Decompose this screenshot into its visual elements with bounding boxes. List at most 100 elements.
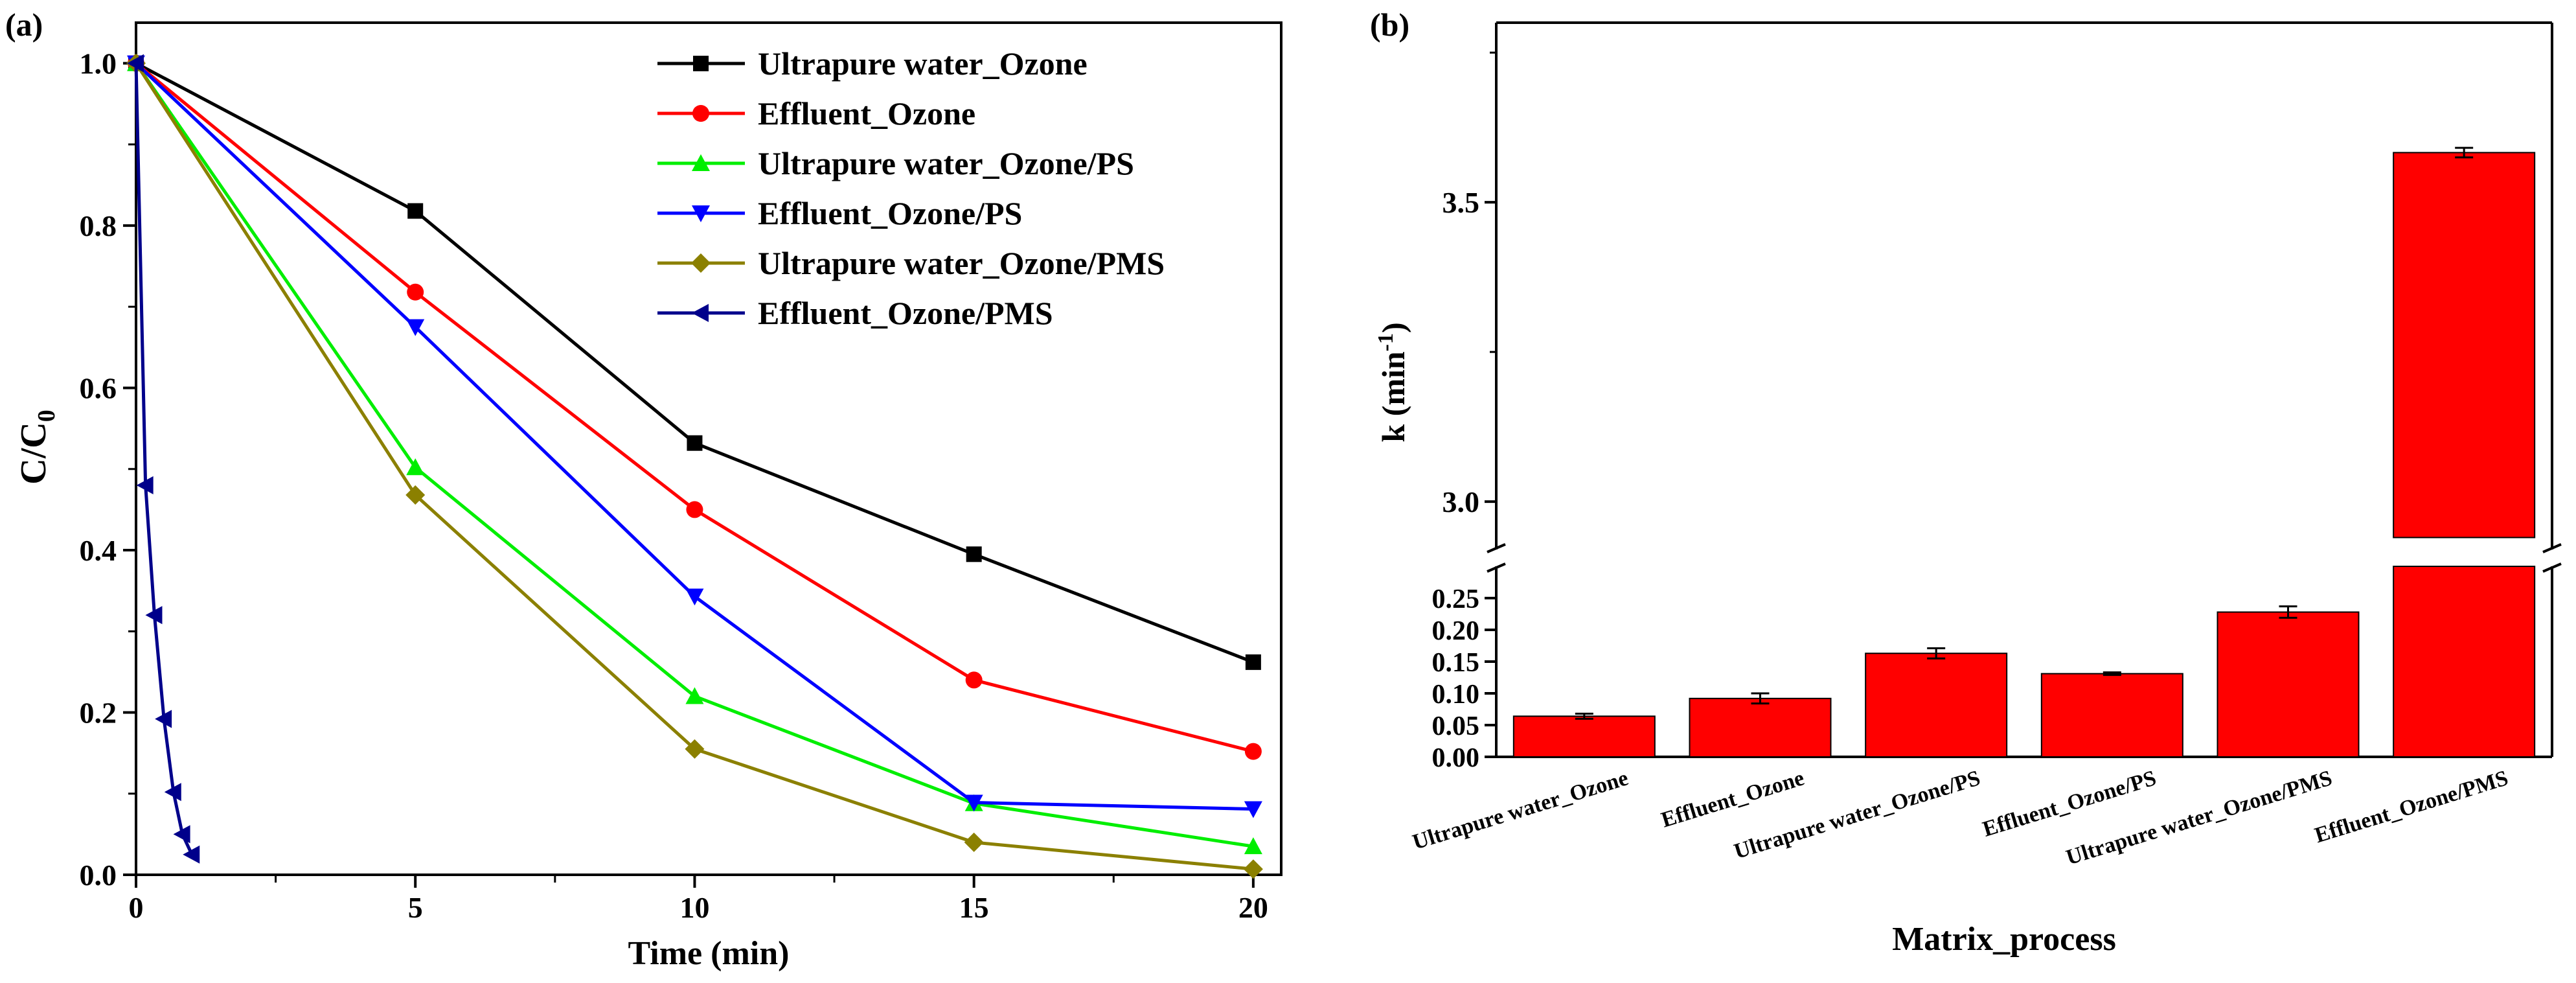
panel-b-category-label: Effluent_Ozone/PMS <box>2312 766 2511 848</box>
panel-a-legend-marker <box>692 304 709 322</box>
panel-b-y-tick-label: 0.25 <box>1432 584 1480 614</box>
panel-b-bar-group <box>1512 712 1656 758</box>
panel-a-data-point <box>1244 743 1262 760</box>
panel-a-y-tick-label: 0.0 <box>80 859 117 892</box>
panel-b-y-tick-label: 0.15 <box>1432 648 1480 678</box>
panel-a-data-point <box>964 832 984 852</box>
panel-b-category-label: Effluent_Ozone <box>1658 766 1807 832</box>
panel-a-series-line <box>134 63 194 855</box>
panel-b-category-label: Ultrapure water_Ozone <box>1410 766 1632 855</box>
panel-b-bar-group <box>1865 647 2008 758</box>
panel-a-legend-marker <box>692 154 710 171</box>
panel-a-data-point <box>145 606 163 625</box>
panel-b-y-axis-label: k (min-1) <box>1374 322 1411 442</box>
panel-a-legend-entry: Ultrapure water_Ozone <box>657 45 1088 82</box>
panel-a-legend: Ultrapure water_Ozone Effluent_Ozone Ultra… <box>657 45 1165 331</box>
panel-a-data-point <box>685 739 705 759</box>
panel-a-data-point <box>1245 654 1261 670</box>
panel-b-bar-group <box>1689 692 1832 757</box>
panel-a-y-tick-label: 0.2 <box>80 697 117 730</box>
panel-a-legend-entry: Effluent_Ozone <box>657 95 975 132</box>
panel-a-series <box>126 53 1263 879</box>
panel-b-y-axis-label-main: k (min <box>1375 351 1411 443</box>
panel-a-legend-marker <box>692 105 709 122</box>
panel-a-data-point <box>966 546 982 562</box>
panel-a-x-tick-label: 5 <box>408 891 423 924</box>
panel-a-x-tick-label: 20 <box>1238 891 1268 924</box>
panel-a-legend-entry: Ultrapure water_Ozone/PS <box>657 145 1134 181</box>
panel-a-data-point <box>405 485 426 505</box>
panel-a-x-tick-label: 15 <box>959 891 989 924</box>
panel-a-legend-entry: Effluent_Ozone/PS <box>657 195 1022 231</box>
panel-b-bar-group <box>2040 671 2183 757</box>
panel-a-line-chart: (a) 0 5 10 15 20 0.0 0.2 0.4 0.6 0.8 1.0 Ultrapure… <box>5 6 1282 972</box>
panel-a-data-point <box>173 825 190 844</box>
panel-a-legend-marker <box>692 205 710 222</box>
panel-b-bar <box>1512 715 1656 758</box>
panel-b-y-tick-label: 3.0 <box>1442 485 1480 518</box>
panel-b-bar-chart: (b) 0.000.050.100.150.200.25 3.0 3.5 Ultra… <box>1370 6 2562 958</box>
panel-a-data-point <box>136 476 154 494</box>
panel-b-y-axis-label-sup: -1 <box>1374 333 1398 351</box>
panel-a-data-point <box>685 687 704 704</box>
panel-b-y-tick-label: 0.20 <box>1432 616 1480 646</box>
panel-b-axis-break-mark-left-1 <box>1487 543 1506 553</box>
panel-a-y-axis-label: C/C0 <box>14 410 60 484</box>
panel-b-y-tick-label: 0.05 <box>1432 711 1480 741</box>
panel-a-tag: (a) <box>5 6 43 43</box>
panel-a-data-point <box>965 671 983 689</box>
panel-a-data-point <box>964 794 983 812</box>
panel-a-series-4 <box>126 53 1263 879</box>
panel-a-y-axis-label-main: C/C <box>14 422 54 484</box>
panel-a-data-point <box>406 458 425 476</box>
panel-a-y-tick-label: 1.0 <box>80 47 117 80</box>
panel-b-y-axis-label-end: ) <box>1375 322 1411 333</box>
panel-a-data-point <box>1244 801 1262 818</box>
panel-b-x-axis-label: Matrix_process <box>1892 921 2116 958</box>
panel-b-bar <box>2040 673 2183 757</box>
panel-a-data-point <box>1243 859 1263 879</box>
panel-a-legend-marker <box>693 56 709 71</box>
panel-b-axis-break-mark-left-2 <box>1487 562 1506 573</box>
panel-a-legend-label: Ultrapure water_Ozone <box>758 45 1088 82</box>
panel-b-bar-upper-segment <box>2393 152 2536 538</box>
panel-a-data-point <box>155 710 172 728</box>
panel-a-legend-entry: Effluent_Ozone/PMS <box>657 295 1053 331</box>
panel-a-ticks: 0 5 10 15 20 0.0 0.2 0.4 0.6 0.8 1.0 <box>80 47 1268 924</box>
panel-a-series-5 <box>127 54 200 864</box>
panel-a-data-point <box>685 588 704 606</box>
panel-a-legend-label: Effluent_Ozone/PMS <box>758 295 1053 331</box>
panel-b-bar-lower-segment <box>2393 566 2536 757</box>
panel-a-legend-label: Effluent_Ozone <box>758 95 975 132</box>
panel-b-axis-break-mark-right-2 <box>2542 562 2562 573</box>
panel-b-category-labels: Ultrapure water_Ozone Effluent_OzoneUltra… <box>1410 766 2511 870</box>
panel-a-plot-frame <box>135 21 1282 876</box>
panel-a-legend-label: Ultrapure water_Ozone/PMS <box>758 245 1165 281</box>
panel-b-y-tick-label: 3.5 <box>1442 186 1480 219</box>
panel-b-bar <box>2217 611 2360 757</box>
panel-a-data-point <box>183 845 200 864</box>
panel-b-bar-group <box>2393 146 2536 757</box>
panel-b-axis-break-mark-right-1 <box>2542 543 2562 553</box>
panel-b-ticks: 0.000.050.100.150.200.25 3.0 3.5 <box>1432 51 1496 773</box>
panel-a-data-point <box>686 501 703 518</box>
panel-a-y-axis-label-sub: 0 <box>33 410 60 422</box>
panel-a-data-point <box>1244 837 1262 855</box>
panel-b-bar-group <box>2217 605 2360 757</box>
panel-b-bar <box>1865 653 2008 758</box>
panel-b-bars <box>1512 146 2536 758</box>
panel-a-x-tick-label: 0 <box>129 891 144 924</box>
panel-b-tag: (b) <box>1370 6 1409 43</box>
panel-a-y-tick-label: 0.4 <box>80 534 117 567</box>
panel-b-y-tick-label: 0.10 <box>1432 680 1480 710</box>
panel-a-x-axis-label: Time (min) <box>628 935 790 972</box>
panel-a-series-0 <box>128 55 1261 670</box>
panel-b-bar <box>1689 697 1832 757</box>
panel-a-data-point <box>687 435 703 451</box>
panel-a-legend-label: Ultrapure water_Ozone/PS <box>758 145 1134 181</box>
panel-a-legend-label: Effluent_Ozone/PS <box>758 195 1022 231</box>
panel-a-y-tick-label: 0.8 <box>80 209 117 242</box>
panel-b-y-tick-label: 0.00 <box>1432 743 1480 773</box>
panel-a-legend-marker <box>691 253 711 273</box>
